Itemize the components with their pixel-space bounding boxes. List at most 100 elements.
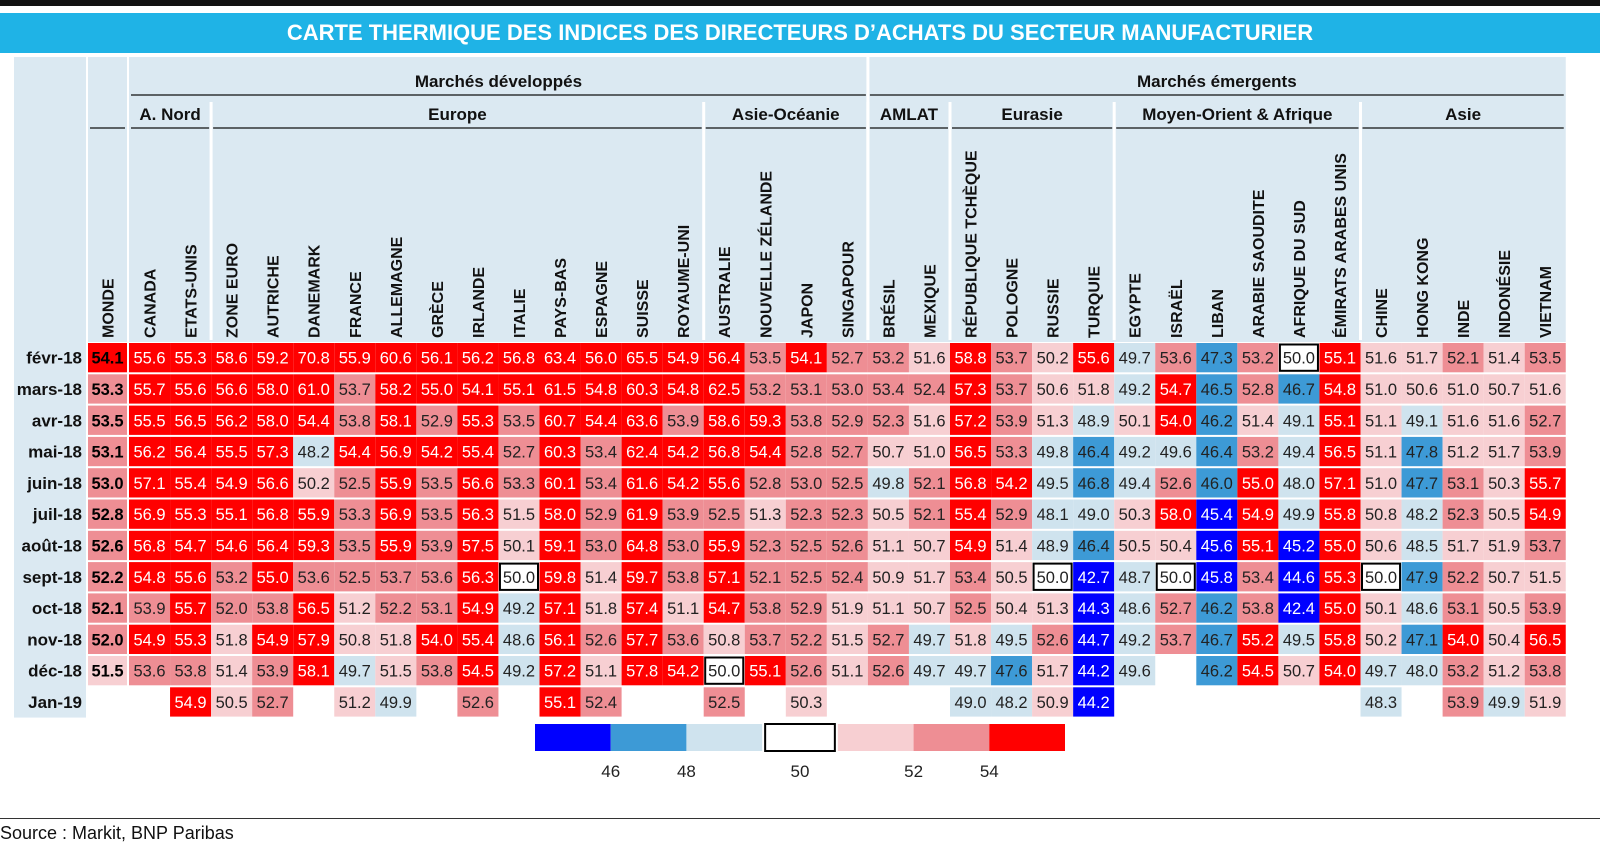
heatmap-cell [1360,468,1402,498]
cell-value: 56.3 [462,506,494,524]
heatmap-cell [580,687,622,717]
cell-value: 51.0 [1365,475,1397,493]
heatmap-cell [580,405,622,435]
cell-value: 49.2 [1119,381,1151,399]
cell-value: 55.9 [339,350,371,368]
cell-value: 58.0 [257,412,289,430]
cell-value: 51.2 [339,694,371,712]
heatmap-cell [416,343,458,373]
heatmap-cell [950,530,992,561]
heatmap-cell [950,468,992,498]
heatmap-cell [826,468,868,498]
heatmap-cell [908,436,950,467]
heatmap-cell [375,374,417,404]
cell-value: 51.1 [1365,444,1397,462]
cell-value: 53.1 [1447,475,1479,493]
cell-value: 59.7 [626,569,658,587]
heatmap-cell [129,624,171,654]
cell-value: 49.9 [1283,506,1315,524]
cell-value: 52.8 [749,475,781,493]
heatmap-cell [1155,468,1197,498]
heatmap-cell [580,624,622,654]
heatmap-cell [785,656,827,686]
heatmap-cell [211,593,253,623]
cell-value: 53.0 [91,475,123,493]
legend-swatch [764,723,836,752]
cell-value: 46.0 [1201,475,1233,493]
cell-value: 55.3 [175,506,207,524]
top-rule [0,0,1600,6]
cell-value: 55.7 [133,381,165,399]
heatmap-cell [1483,624,1525,654]
cell-value: 55.7 [175,600,207,618]
cell-value: 53.8 [257,600,289,618]
cell-value: 50.7 [913,600,945,618]
heatmap-cell [129,374,171,404]
heatmap-cell [1401,374,1443,404]
heatmap-cell [1196,374,1238,404]
cell-value: 56.5 [175,412,207,430]
heatmap-cell [991,656,1033,686]
legend-swatch [610,724,687,751]
cell-value: 46.4 [1201,444,1233,462]
legend-swatch [989,724,1065,751]
cell-value: 56.6 [216,381,248,399]
row-label: avr-18 [32,411,82,430]
cell-value: 52.3 [749,537,781,555]
heatmap-cell [1483,593,1525,623]
heatmap-cell [539,343,581,373]
heatmap-cell [1073,405,1115,435]
heatmap-cell [1073,593,1115,623]
cell-value: 62.4 [626,444,658,462]
cell-value: 60.3 [544,444,576,462]
cell-value: 52.7 [503,444,535,462]
column-header: JAPON [799,283,816,338]
heatmap-cell [1401,593,1443,623]
heatmap-cell [211,656,253,686]
heatmap-cell [211,499,253,529]
heatmap-cell [950,343,992,373]
heatmap-cell [539,656,581,686]
heatmap-cell [416,374,458,404]
heatmap-cell [1401,499,1443,529]
column-header: ETATS-UNIS [184,244,201,338]
heatmap-cell [991,593,1033,623]
cell-value: 53.4 [585,475,617,493]
cell-value: 52.1 [913,506,945,524]
heatmap-cell [334,374,376,404]
heatmap-cell [1114,656,1156,686]
heatmap-cell [1524,499,1566,529]
heatmap-cell [867,530,909,561]
heatmap-cell [170,656,212,686]
heatmap-cell [539,687,581,717]
group2-label: Asie-Océanie [732,105,840,124]
heatmap-cell [1032,624,1074,654]
heatmap-cell [1196,499,1238,529]
cell-value: 52.5 [339,475,371,493]
heatmap-cell [621,405,663,435]
heatmap-cell [498,499,540,529]
cell-value: 50.0 [1160,569,1192,587]
heatmap-cell [375,343,417,373]
cell-value: 54.5 [1242,663,1274,681]
heatmap-cell [785,593,827,623]
heatmap-cell [375,593,417,623]
heatmap-cell [1524,374,1566,404]
cell-value: 56.5 [954,444,986,462]
cell-value: 52.5 [339,569,371,587]
heatmap-cell [744,374,786,404]
cell-value: 51.1 [872,537,904,555]
cell-value: 53.8 [339,412,371,430]
cell-value: 54.1 [790,350,822,368]
cell-value: 54.9 [175,694,207,712]
cell-value: 46.7 [1201,631,1233,649]
heatmap-cell [129,656,171,686]
column-header: INDONÉSIE [1495,250,1514,338]
cell-value: 52.8 [91,506,123,524]
heatmap-cell [1401,405,1443,435]
heatmap-cell [1155,530,1197,561]
cell-value: 57.8 [626,663,658,681]
legend-swatch [686,724,763,751]
heatmap-cell [662,656,704,686]
heatmap-cell [991,499,1033,529]
